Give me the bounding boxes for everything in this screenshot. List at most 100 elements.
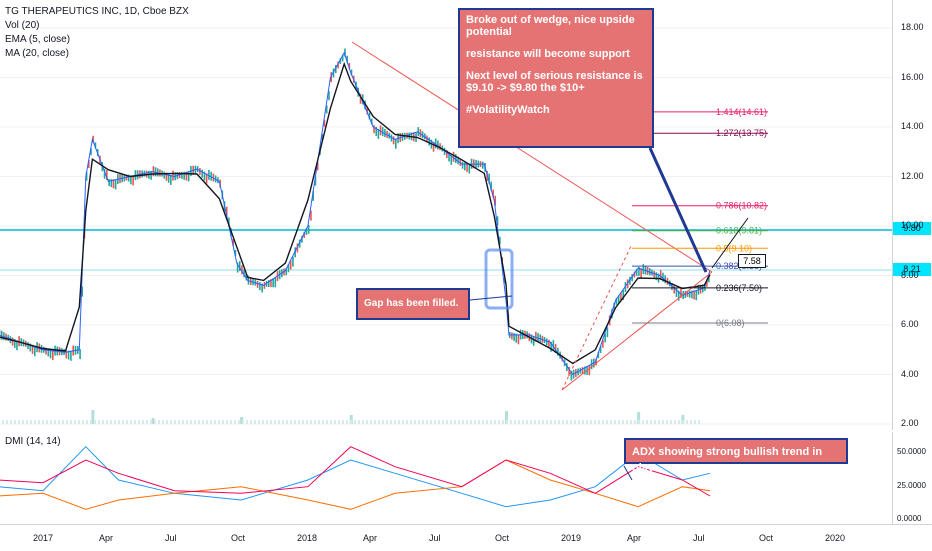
volume-bar: [42, 420, 44, 424]
vol-legend: Vol (20): [5, 20, 39, 32]
volume-bar: [262, 420, 264, 424]
wedge-line-4: Next level of serious resistance is: [466, 70, 646, 82]
wedge-annotation[interactable]: Broke out of wedge, nice upside potentia…: [458, 8, 654, 148]
volume-bar: [402, 420, 404, 424]
price-chart[interactable]: 1.414(14.61)1.272(13.75)0.786(10.82)0.61…: [0, 0, 892, 430]
time-tick-label: 2018: [297, 533, 317, 543]
volume-bar: [674, 420, 676, 424]
wedge-line-2: potential: [466, 26, 646, 38]
time-tick-label: Apr: [627, 533, 641, 543]
symbol-legend: TG THERAPEUTICS INC, 1D, Cboe BZX: [5, 6, 189, 18]
volume-bar: [350, 420, 352, 424]
volume-bar: [290, 420, 292, 424]
volume-bar: [614, 420, 616, 424]
volume-bar: [366, 420, 368, 424]
volume-bar: [426, 420, 428, 424]
volume-bar: [670, 420, 672, 424]
candle: [259, 282, 261, 290]
candle: [12, 338, 14, 346]
volume-bar: [690, 420, 692, 424]
volume-bar: [618, 420, 620, 424]
volume-bar: [474, 420, 476, 424]
volume-bar: [130, 420, 132, 424]
volume-bar: [214, 420, 216, 424]
candle: [511, 333, 513, 340]
volume-bar: [434, 420, 436, 424]
volume-bar: [622, 420, 624, 424]
time-tick-label: Jul: [165, 533, 177, 543]
volume-bar: [374, 420, 376, 424]
time-tick-label: Jul: [429, 533, 441, 543]
price-tick-label: 14.00: [901, 121, 924, 131]
volume-bar: [698, 420, 700, 424]
volume-bar: [538, 420, 540, 424]
volume-bar: [78, 420, 80, 424]
fib-level-label: 1.272(13.75): [716, 128, 767, 138]
volume-bar: [46, 420, 48, 424]
volume-bar: [182, 420, 184, 424]
price-pane[interactable]: 1.414(14.61)1.272(13.75)0.786(10.82)0.61…: [0, 0, 892, 430]
volume-bar: [286, 420, 288, 424]
candle: [695, 290, 697, 300]
volume-bar: [378, 420, 380, 424]
volume-bar: [250, 420, 252, 424]
volume-bar: [570, 420, 572, 424]
volume-bar: [594, 420, 596, 424]
volume-bar: [210, 420, 212, 424]
volume-bar: [694, 420, 696, 424]
volume-bar: [326, 420, 328, 424]
volume-bar: [322, 420, 324, 424]
volume-bar: [218, 420, 220, 424]
volume-bar: [398, 420, 400, 424]
volume-bar: [550, 420, 552, 424]
volume-bar: [414, 420, 416, 424]
price-tick-label: 8.00: [901, 270, 919, 280]
volume-bar: [162, 420, 164, 424]
time-tick-label: Apr: [99, 533, 113, 543]
candle: [607, 327, 609, 337]
time-tick-label: Oct: [231, 533, 245, 543]
candle: [548, 340, 550, 348]
volume-bar: [450, 420, 452, 424]
volume-bar: [122, 420, 124, 424]
volume-bar: [442, 420, 444, 424]
gap-annotation[interactable]: Gap has been filled.: [356, 288, 470, 320]
candle: [27, 342, 29, 349]
price-tick-label: 10.00: [901, 220, 924, 230]
volume-bar: [2, 420, 4, 424]
candle: [546, 338, 548, 345]
volume-bar: [178, 420, 180, 424]
volume-bar: [30, 420, 32, 424]
volume-bar: [370, 420, 372, 424]
volume-bar: [438, 420, 440, 424]
volume-bar: [294, 420, 296, 424]
volume-bar: [606, 420, 608, 424]
volume-bar: [562, 420, 564, 424]
volume-bar: [362, 420, 364, 424]
volume-bar: [330, 420, 332, 424]
volume-bar: [590, 420, 592, 424]
volume-bar: [610, 420, 612, 424]
volume-bar: [146, 420, 148, 424]
time-tick-label: 2017: [33, 533, 53, 543]
adx-annotation[interactable]: ADX showing strong bullish trend in play: [624, 438, 848, 464]
volume-bar: [6, 420, 8, 424]
volume-bar: [14, 420, 16, 424]
volume-bar: [534, 420, 536, 424]
candle: [589, 365, 591, 375]
volume-bar: [582, 420, 584, 424]
volume-bar: [254, 420, 256, 424]
volume-bar: [114, 420, 116, 424]
adx-line: [0, 447, 710, 496]
volume-bar: [150, 420, 152, 424]
volume-bar: [482, 420, 484, 424]
dmi-pane[interactable]: DMI (14, 14) ADX showing strong bullish …: [0, 432, 892, 524]
volume-bar: [502, 420, 504, 424]
volume-bar: [282, 420, 284, 424]
volume-bar: [530, 420, 532, 424]
volume-bar: [542, 420, 544, 424]
fib-level-label: 0.236(7.50): [716, 283, 762, 293]
